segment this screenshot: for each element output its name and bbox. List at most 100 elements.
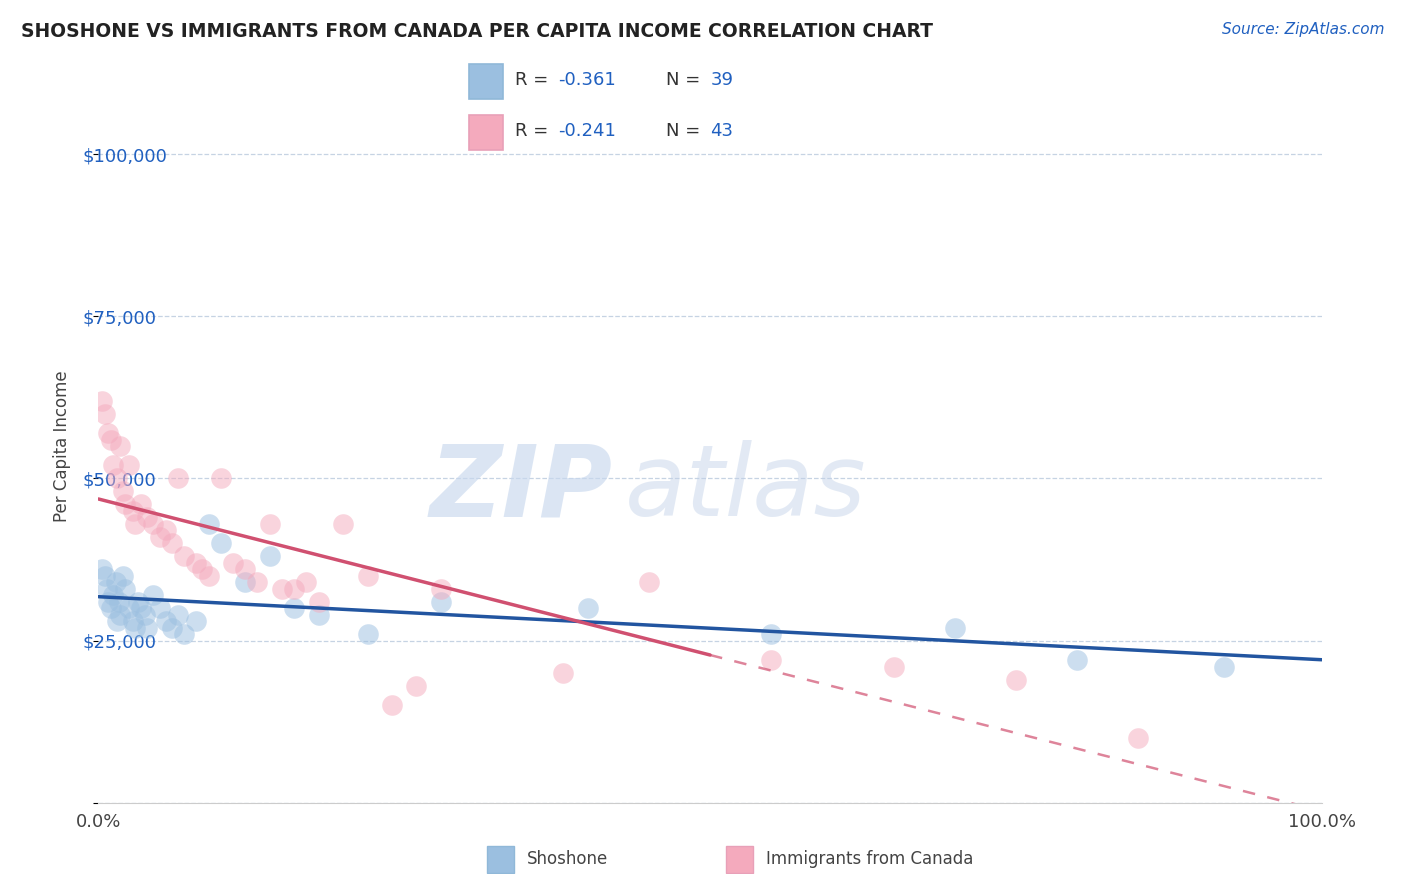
- Point: [97, 425, 120, 440]
- Point: [149, 530, 172, 544]
- Point: [167, 607, 190, 622]
- Point: [124, 621, 146, 635]
- Text: N =: N =: [666, 71, 706, 89]
- Point: [100, 601, 122, 615]
- Text: 39: 39: [710, 71, 734, 89]
- Point: [943, 621, 966, 635]
- Point: [638, 575, 661, 590]
- Point: [209, 536, 232, 550]
- Point: [233, 562, 256, 576]
- Point: [209, 471, 232, 485]
- Point: [761, 653, 783, 667]
- Point: [114, 497, 136, 511]
- FancyBboxPatch shape: [470, 64, 503, 99]
- Point: [121, 614, 143, 628]
- Point: [136, 621, 159, 635]
- FancyBboxPatch shape: [486, 847, 515, 872]
- Point: [121, 504, 143, 518]
- Point: [430, 595, 453, 609]
- Point: [197, 516, 219, 531]
- Point: [124, 516, 146, 531]
- Point: [308, 607, 330, 622]
- Point: [111, 484, 134, 499]
- Point: [96, 582, 118, 596]
- Point: [93, 568, 115, 582]
- Point: [381, 698, 404, 713]
- Point: [186, 556, 208, 570]
- Point: [167, 471, 190, 485]
- Text: atlas: atlas: [624, 441, 866, 537]
- Point: [553, 666, 575, 681]
- Point: [233, 575, 256, 590]
- Point: [1212, 659, 1234, 673]
- Point: [191, 562, 214, 576]
- Point: [108, 595, 131, 609]
- Point: [576, 601, 599, 615]
- Point: [100, 433, 122, 447]
- Text: ZIP: ZIP: [429, 441, 612, 537]
- Point: [295, 575, 318, 590]
- Point: [246, 575, 269, 590]
- Point: [761, 627, 783, 641]
- Point: [104, 575, 127, 590]
- Point: [105, 471, 128, 485]
- Point: [430, 582, 453, 596]
- Point: [101, 458, 124, 473]
- Point: [1066, 653, 1088, 667]
- Text: -0.241: -0.241: [558, 122, 616, 140]
- Point: [127, 595, 149, 609]
- Point: [114, 582, 136, 596]
- Point: [136, 510, 159, 524]
- Point: [155, 524, 177, 538]
- Point: [356, 568, 378, 582]
- Point: [111, 568, 134, 582]
- Point: [142, 516, 165, 531]
- Point: [91, 393, 114, 408]
- Point: [283, 582, 305, 596]
- Point: [270, 582, 294, 596]
- Point: [129, 601, 152, 615]
- Text: R =: R =: [515, 71, 554, 89]
- Y-axis label: Per Capita Income: Per Capita Income: [53, 370, 72, 522]
- Point: [1128, 731, 1150, 745]
- Point: [883, 659, 905, 673]
- Point: [118, 458, 141, 473]
- Text: SHOSHONE VS IMMIGRANTS FROM CANADA PER CAPITA INCOME CORRELATION CHART: SHOSHONE VS IMMIGRANTS FROM CANADA PER C…: [21, 22, 934, 41]
- Point: [93, 407, 115, 421]
- Point: [283, 601, 305, 615]
- Point: [173, 627, 195, 641]
- Point: [149, 601, 172, 615]
- Text: N =: N =: [666, 122, 706, 140]
- Point: [110, 439, 132, 453]
- Point: [160, 536, 183, 550]
- Point: [129, 497, 152, 511]
- Point: [308, 595, 330, 609]
- Text: 43: 43: [710, 122, 734, 140]
- Point: [91, 562, 114, 576]
- Text: Source: ZipAtlas.com: Source: ZipAtlas.com: [1222, 22, 1385, 37]
- Point: [101, 588, 124, 602]
- Point: [222, 556, 245, 570]
- Point: [110, 607, 132, 622]
- Point: [186, 614, 208, 628]
- Point: [134, 607, 156, 622]
- Point: [197, 568, 219, 582]
- Point: [259, 516, 281, 531]
- Point: [118, 601, 141, 615]
- Point: [259, 549, 281, 564]
- Point: [105, 614, 128, 628]
- Point: [160, 621, 183, 635]
- Point: [405, 679, 427, 693]
- Point: [155, 614, 177, 628]
- Point: [1004, 673, 1026, 687]
- Point: [356, 627, 378, 641]
- Point: [97, 595, 120, 609]
- Point: [142, 588, 165, 602]
- FancyBboxPatch shape: [470, 115, 503, 150]
- Text: Shoshone: Shoshone: [527, 850, 609, 868]
- Point: [332, 516, 354, 531]
- Text: -0.361: -0.361: [558, 71, 616, 89]
- FancyBboxPatch shape: [725, 847, 754, 872]
- Point: [173, 549, 195, 564]
- Text: Immigrants from Canada: Immigrants from Canada: [766, 850, 973, 868]
